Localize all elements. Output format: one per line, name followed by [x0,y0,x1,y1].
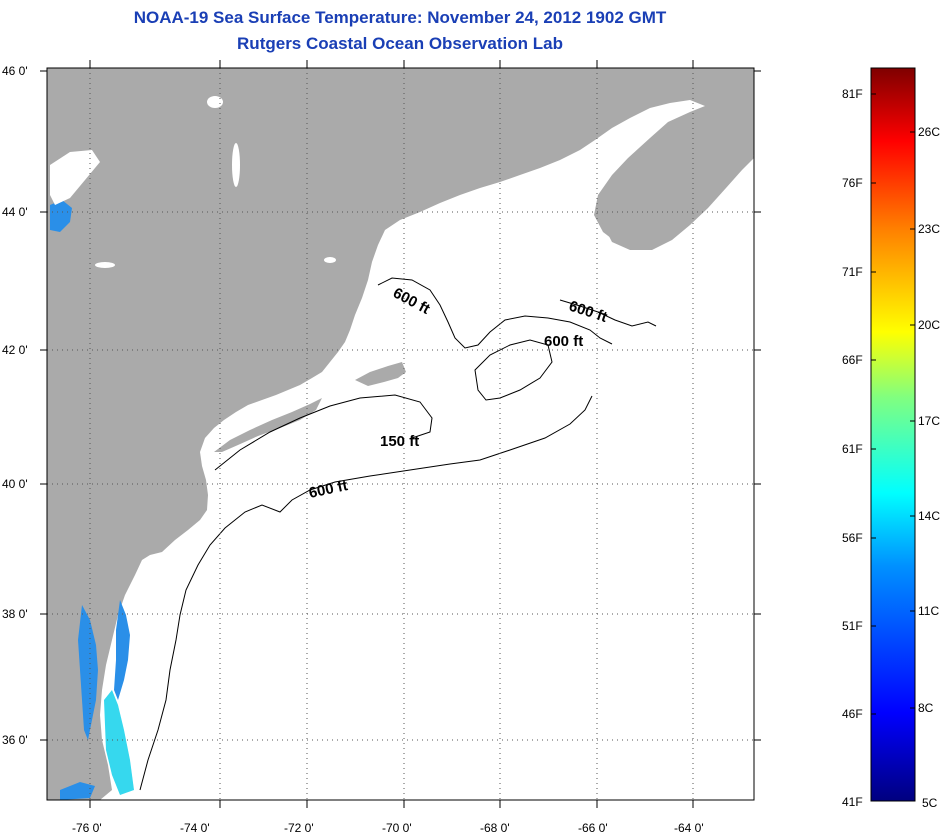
graticule [47,68,754,800]
colorbar-f-label: 56F [842,531,863,545]
colorbar-f-label: 81F [842,87,863,101]
lon-label: -66 0' [578,821,608,835]
contour-600ft-shelf [139,395,593,791]
contour-600ft-gulf [377,277,613,349]
lon-label: -72 0' [284,821,314,835]
lon-ticks [89,60,694,808]
colorbar-c-label: 11C [918,604,940,618]
contour-150ft [214,394,433,471]
lat-label: 40 0' [2,477,28,491]
delaware-bay [114,600,130,700]
colorbar-f-label: 66F [842,353,863,367]
land-long-island [214,398,322,452]
lat-label: 38 0' [2,607,28,621]
colorbar-c-label: 20C [918,318,941,332]
colorbar-f-label: 61F [842,442,863,456]
chesapeake-bay [78,605,98,740]
contour-label: 600 ft [544,333,583,350]
lake [207,96,223,108]
lake [324,257,336,263]
lon-label: -70 0' [382,821,412,835]
contour-600ft-east [559,299,657,327]
colorbar-f-label: 76F [842,176,863,190]
colorbar [870,67,916,802]
colorbar-f-label: 71F [842,265,863,279]
lat-label: 44 0' [2,205,28,219]
map-subtitle: Rutgers Coastal Ocean Observation Lab [237,34,563,53]
colorbar-c-label: 8C [918,701,934,715]
map-title: NOAA-19 Sea Surface Temperature: Novembe… [133,8,667,27]
colorbar-f-label: 51F [842,619,863,633]
coastal-warm-water-south [60,782,95,800]
lon-label: -76 0' [72,821,102,835]
colorbar-c-label: 5C [922,796,938,810]
colorbar-c-label: 17C [918,414,941,428]
land-mainland [47,68,754,800]
land-cape-cod [355,362,406,386]
contour-georges-bank [474,339,553,401]
land-nova-scotia [598,110,754,250]
colorbar-c-label: 26C [918,125,941,139]
colorbar-f-label: 46F [842,707,863,721]
coastal-warm-water [104,690,134,795]
lat-label: 36 0' [2,733,28,747]
colorbar-c-label: 14C [918,509,941,523]
lat-label: 42 0' [2,343,28,357]
lon-label: -74 0' [180,821,210,835]
lon-label: -68 0' [480,821,510,835]
lake-ontario [50,200,72,232]
colorbar-ticks [871,93,915,715]
lake [95,262,115,268]
contour-label: 150 ft [380,433,419,450]
lon-label: -64 0' [674,821,704,835]
lat-ticks [40,70,761,741]
colorbar-f-label: 41F [842,795,863,809]
lat-label: 46 0' [2,64,28,78]
lake-ontario-fringe [50,150,100,205]
map-frame [46,67,755,801]
lake [232,143,240,187]
colorbar-c-label: 23C [918,222,941,236]
